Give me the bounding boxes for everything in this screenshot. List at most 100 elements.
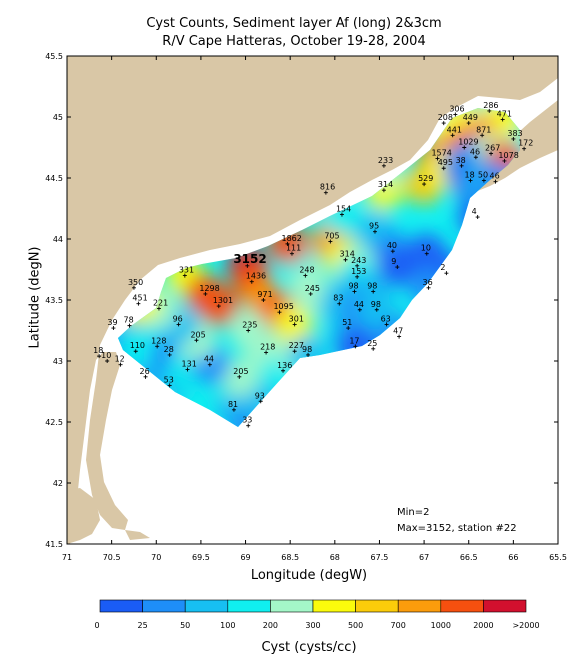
station-marker	[167, 352, 172, 357]
station-marker	[167, 383, 172, 388]
min-max-annotation: Min=2 Max=3152, station #22	[397, 505, 517, 537]
station-marker	[246, 423, 251, 428]
station-marker	[292, 322, 297, 327]
colorbar-title: Cyst (cysts/cc)	[261, 640, 357, 655]
station-value-label: 1298	[199, 284, 219, 293]
station-value-label: 131	[182, 360, 197, 369]
station-marker	[444, 271, 449, 276]
station-marker	[441, 166, 446, 171]
station-value-label: 441	[447, 125, 462, 134]
y-tick-label: 43	[53, 357, 63, 366]
station-value-label: 1078	[498, 151, 518, 160]
station-marker	[395, 265, 400, 270]
station-marker	[480, 133, 485, 138]
station-value-label: 233	[378, 156, 393, 165]
y-tick-label: 44	[53, 235, 63, 244]
station-marker	[237, 374, 242, 379]
station-marker	[390, 249, 395, 254]
colorbar-swatch	[227, 599, 271, 613]
colorbar-swatch	[355, 599, 399, 613]
station-value-label: 51	[342, 318, 352, 327]
x-tick-label: 67	[419, 553, 429, 562]
station-marker	[466, 121, 471, 126]
station-value-label: 81	[228, 400, 238, 409]
station-marker	[118, 362, 123, 367]
station-value-label: 18	[465, 170, 475, 179]
station-marker	[343, 257, 348, 262]
colorbar-tick-label: 2000	[473, 621, 493, 630]
station-value-label: 44	[204, 355, 214, 364]
station-value-label: 705	[324, 231, 339, 240]
station-value-label: 2	[440, 263, 445, 272]
station-value-label: 205	[190, 330, 205, 339]
station-value-label: 38	[456, 156, 466, 165]
station-marker	[487, 108, 492, 113]
station-marker	[216, 304, 221, 309]
station-value-label: 154	[336, 205, 351, 214]
x-tick-label: 68	[330, 553, 340, 562]
station-marker	[462, 145, 467, 150]
station-marker	[346, 326, 351, 331]
station-marker	[97, 354, 102, 359]
station-marker	[371, 346, 376, 351]
station-marker	[337, 301, 342, 306]
station-markers	[97, 108, 527, 428]
station-value-label: 98	[367, 281, 377, 290]
station-marker	[136, 301, 141, 306]
station-marker	[231, 407, 236, 412]
station-value-label: 451	[132, 294, 147, 303]
y-axis-label: Latitude (degN)	[27, 246, 43, 349]
colorbar-swatch	[270, 599, 314, 613]
station-value-label: 529	[418, 174, 433, 183]
colorbar-tick-label: 0	[94, 621, 99, 630]
station-value-label: 1095	[273, 302, 293, 311]
station-marker	[143, 374, 148, 379]
station-value-label: 18	[93, 346, 103, 355]
y-tick-label: 45.5	[45, 52, 63, 61]
station-value-label: 1029	[458, 138, 478, 147]
station-marker	[459, 163, 464, 168]
station-value-label: 12	[115, 355, 125, 364]
station-value-label: 46	[470, 147, 480, 156]
colorbar-tick-label: 500	[348, 621, 363, 630]
station-value-label: 9	[391, 257, 396, 266]
station-value-label: 331	[179, 266, 194, 275]
station-marker	[306, 352, 311, 357]
colorbar-swatch	[483, 599, 527, 613]
station-value-label: 208	[438, 113, 453, 122]
station-value-label: 111	[286, 244, 301, 253]
station-marker	[453, 112, 458, 117]
x-axis-label: Longitude (degW)	[250, 568, 368, 583]
y-tick-label: 45	[53, 113, 63, 122]
station-value-label: 36	[423, 278, 433, 287]
station-marker	[355, 263, 360, 268]
station-value-label: 205	[233, 367, 248, 376]
station-marker	[500, 117, 505, 122]
station-marker	[522, 146, 527, 151]
station-value-label: 83	[333, 294, 343, 303]
station-marker	[381, 163, 386, 168]
chart-title: Cyst Counts, Sediment layer Af (long) 2&…	[146, 16, 442, 31]
station-marker	[203, 291, 208, 296]
colorbar-swatch	[312, 599, 356, 613]
station-value-label: 495	[438, 158, 453, 167]
station-marker	[245, 263, 250, 268]
station-marker	[381, 188, 386, 193]
colorbar-tick-label: 1000	[431, 621, 451, 630]
station-marker	[353, 344, 358, 349]
colorbar-tick-label: 700	[391, 621, 406, 630]
station-marker	[468, 178, 473, 183]
chart-subtitle: R/V Cape Hatteras, October 19-28, 2004	[162, 34, 426, 49]
colorbar: 0 25 50 100 200 300 500 700 1000 2000 >2000	[94, 599, 540, 630]
station-marker	[249, 279, 254, 284]
station-value-label: 267	[485, 144, 500, 153]
station-value-label: 96	[173, 314, 183, 323]
min-text: Min=2	[397, 507, 430, 518]
station-value-label: 63	[381, 314, 391, 323]
station-value-label: 50	[478, 170, 488, 179]
station-value-label: 471	[497, 109, 512, 118]
station-value-label: 25	[367, 339, 377, 348]
station-value-label: 110	[130, 341, 145, 350]
station-value-label: 10	[421, 244, 431, 253]
